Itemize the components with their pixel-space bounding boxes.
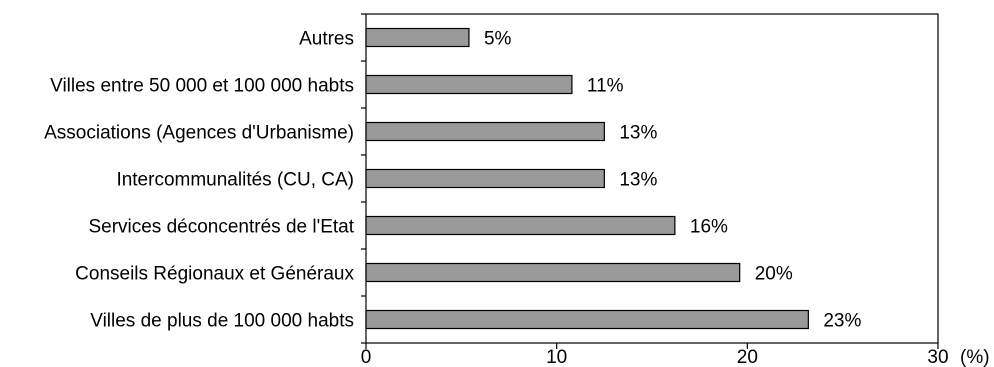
x-tick-label: 10 bbox=[546, 347, 567, 367]
bar bbox=[365, 168, 605, 189]
bar bbox=[365, 215, 676, 236]
bar bbox=[365, 121, 605, 142]
bars-group bbox=[365, 27, 809, 330]
bar bbox=[365, 74, 573, 95]
category-label: Conseils Régionaux et Généraux bbox=[75, 264, 354, 285]
category-label: Services déconcentrés de l'Etat bbox=[88, 217, 354, 238]
bar bbox=[365, 262, 741, 283]
data-label: 23% bbox=[823, 311, 861, 332]
y-axis-ticks bbox=[361, 13, 366, 344]
data-label: 13% bbox=[619, 123, 657, 144]
bar bbox=[365, 309, 809, 330]
x-tick-label: 20 bbox=[737, 347, 758, 367]
category-labels: Autres Villes entre 50 000 et 100 000 hab… bbox=[44, 29, 355, 332]
data-label: 13% bbox=[619, 170, 657, 191]
category-label: Villes entre 50 000 et 100 000 habts bbox=[50, 76, 354, 97]
data-label: 20% bbox=[755, 264, 793, 285]
x-tick-label: 0 bbox=[361, 347, 372, 367]
x-tick-label: 30 bbox=[927, 347, 948, 367]
data-label: 16% bbox=[690, 217, 728, 238]
x-axis-ticks: 0 10 20 30 bbox=[361, 343, 949, 367]
category-label: Intercommunalités (CU, CA) bbox=[116, 170, 354, 191]
x-axis-unit-label: (%) bbox=[960, 347, 990, 367]
data-label: 5% bbox=[484, 29, 512, 50]
category-label: Autres bbox=[299, 29, 354, 50]
value-labels: 5% 11% 13% 13% 16% 20% 23% bbox=[484, 29, 862, 332]
data-label: 11% bbox=[587, 76, 624, 97]
category-label: Associations (Agences d'Urbanisme) bbox=[44, 123, 354, 144]
bar bbox=[365, 27, 470, 48]
category-label: Villes de plus de 100 000 habts bbox=[90, 311, 354, 332]
